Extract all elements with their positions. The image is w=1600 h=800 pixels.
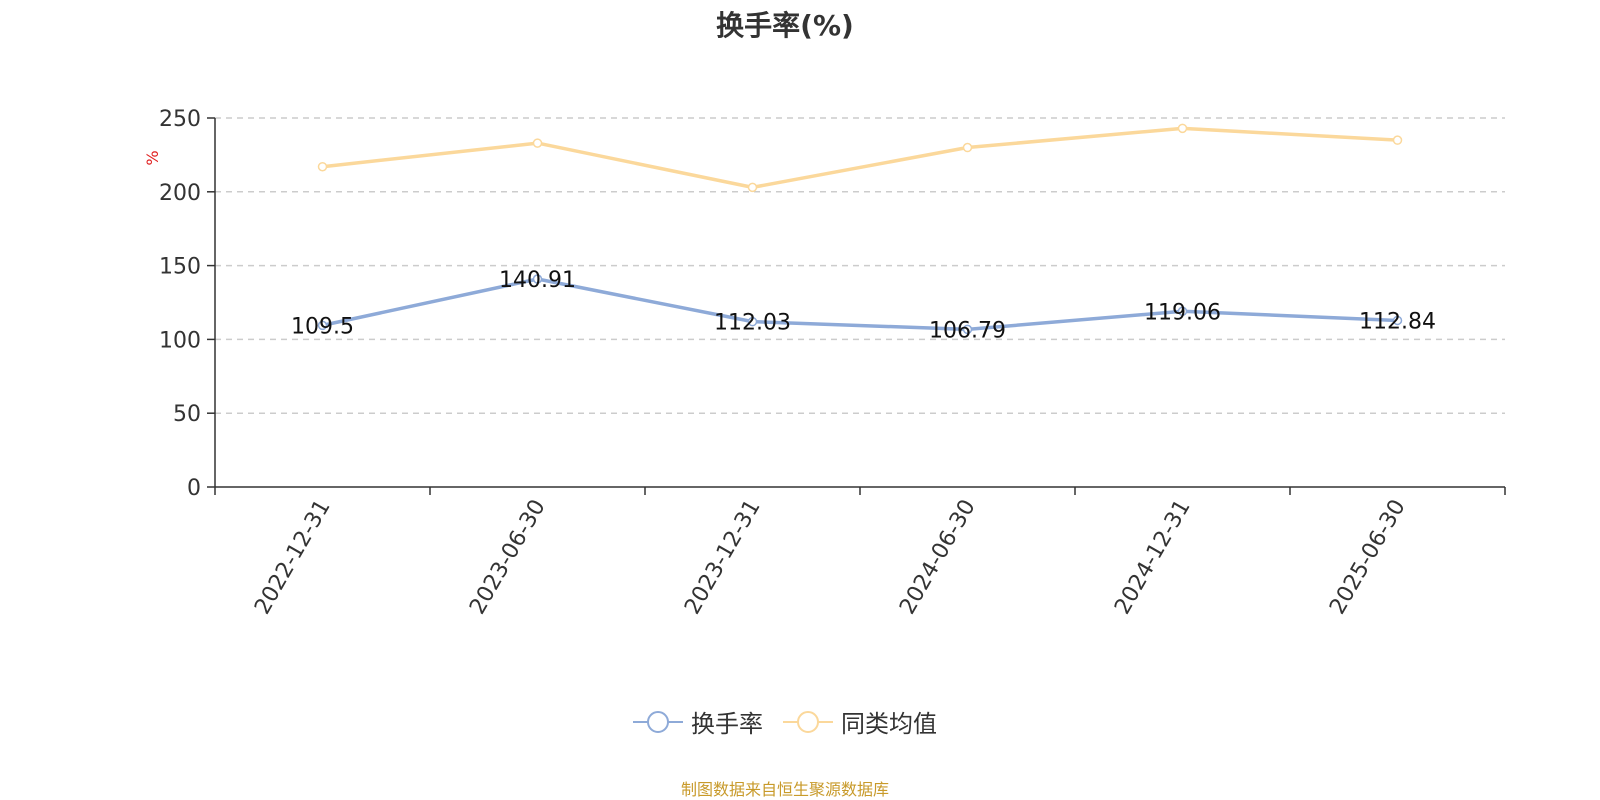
series-1-point-0 (317, 161, 328, 172)
data-label-1: 140.91 (499, 268, 576, 293)
data-label-5: 112.84 (1359, 309, 1436, 334)
series-1-point-2 (747, 182, 758, 193)
y-tick-label-100: 100 (159, 328, 201, 353)
data-source-note: 制图数据来自恒生聚源数据库 (680, 780, 889, 799)
legend-marker-turnover (633, 710, 683, 733)
series-0-point-1 (532, 274, 543, 284)
y-tick-label-150: 150 (159, 255, 201, 280)
chart-title: 换手率(%) (716, 9, 854, 42)
legend-item-turnover[interactable]: 换手率 (633, 704, 763, 739)
data-label-0: 109.5 (291, 314, 354, 339)
line-chart: 0 50 100 150 200 250% 2022-12-31 2023-06-30 2023… (143, 107, 1506, 619)
y-tick-label-250: 250 (159, 107, 201, 132)
series-1-point-5 (1392, 135, 1403, 145)
x-tick-label-2024-06-30: 2024-06-30 (895, 496, 981, 619)
x-tick-label-2024-12-31: 2024-12-31 (1110, 496, 1196, 619)
series-1-point-4 (1177, 123, 1188, 134)
legend-marker-peer-average (783, 710, 833, 733)
y-axis-label: % (143, 150, 162, 165)
data-label-2: 112.03 (714, 311, 791, 336)
series-1-point-3 (962, 142, 973, 153)
y-tick-label-50: 50 (173, 402, 201, 427)
series-0-point-4 (1177, 306, 1188, 317)
series-line-0 (322, 277, 1398, 332)
y-tick-label-200: 200 (159, 181, 201, 206)
data-label-4: 119.06 (1144, 300, 1221, 325)
x-tick-label-2025-06-30: 2025-06-30 (1325, 496, 1411, 619)
series-0-point-2 (747, 316, 758, 327)
legend: 换手率 同类均值 (0, 704, 1570, 739)
series-line-1 (322, 126, 1398, 190)
legend-label-turnover: 换手率 (691, 710, 763, 738)
series-0-point-3 (962, 324, 973, 335)
data-label-3: 106.79 (929, 318, 1006, 343)
legend-item-peer-average[interactable]: 同类均值 (783, 704, 937, 739)
series-1-point-1 (532, 138, 543, 148)
x-tick-label-2022-12-31: 2022-12-31 (250, 496, 336, 619)
series-0-point-5 (1392, 315, 1403, 326)
series-0-point-0 (317, 320, 328, 331)
x-tick-label-2023-12-31: 2023-12-31 (680, 496, 766, 619)
legend-label-peer-average: 同类均值 (841, 710, 937, 738)
y-tick-label-0: 0 (187, 476, 201, 501)
x-tick-label-2023-06-30: 2023-06-30 (465, 496, 551, 619)
